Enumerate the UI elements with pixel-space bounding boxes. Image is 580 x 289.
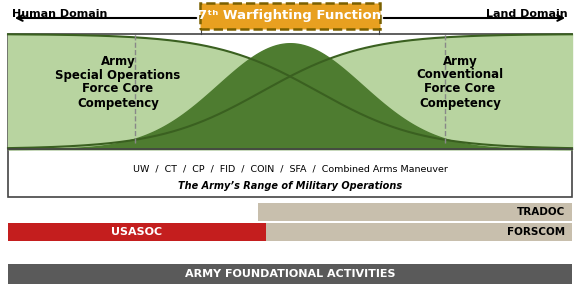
Text: ARMY FOUNDATIONAL ACTIVITIES: ARMY FOUNDATIONAL ACTIVITIES <box>185 269 395 279</box>
Text: Army: Army <box>100 55 135 68</box>
Text: USASOC: USASOC <box>111 227 162 237</box>
Text: Force Core: Force Core <box>425 82 495 95</box>
Text: Special Operations: Special Operations <box>55 68 180 81</box>
Text: FORSCOM: FORSCOM <box>507 227 565 237</box>
Bar <box>8 223 266 241</box>
Text: Conventional: Conventional <box>416 68 503 81</box>
Bar <box>258 223 572 241</box>
Text: Force Core: Force Core <box>82 82 154 95</box>
Bar <box>8 34 572 197</box>
FancyBboxPatch shape <box>200 3 380 29</box>
Text: TRADOC: TRADOC <box>517 207 565 217</box>
Bar <box>8 141 572 149</box>
Bar <box>8 264 572 284</box>
Text: Army: Army <box>443 55 477 68</box>
Text: Human Domain: Human Domain <box>12 9 107 19</box>
Text: 7ᵗʰ Warfighting Function: 7ᵗʰ Warfighting Function <box>198 10 382 23</box>
Text: UW  /  CT  /  CP  /  FID  /  COIN  /  SFA  /  Combined Arms Maneuver: UW / CT / CP / FID / COIN / SFA / Combin… <box>133 164 447 173</box>
Text: Competency: Competency <box>419 97 501 110</box>
Text: Land Domain: Land Domain <box>487 9 568 19</box>
Text: The Army’s Range of Military Operations: The Army’s Range of Military Operations <box>178 181 402 191</box>
Bar <box>258 203 572 221</box>
Text: Competency: Competency <box>77 97 159 110</box>
